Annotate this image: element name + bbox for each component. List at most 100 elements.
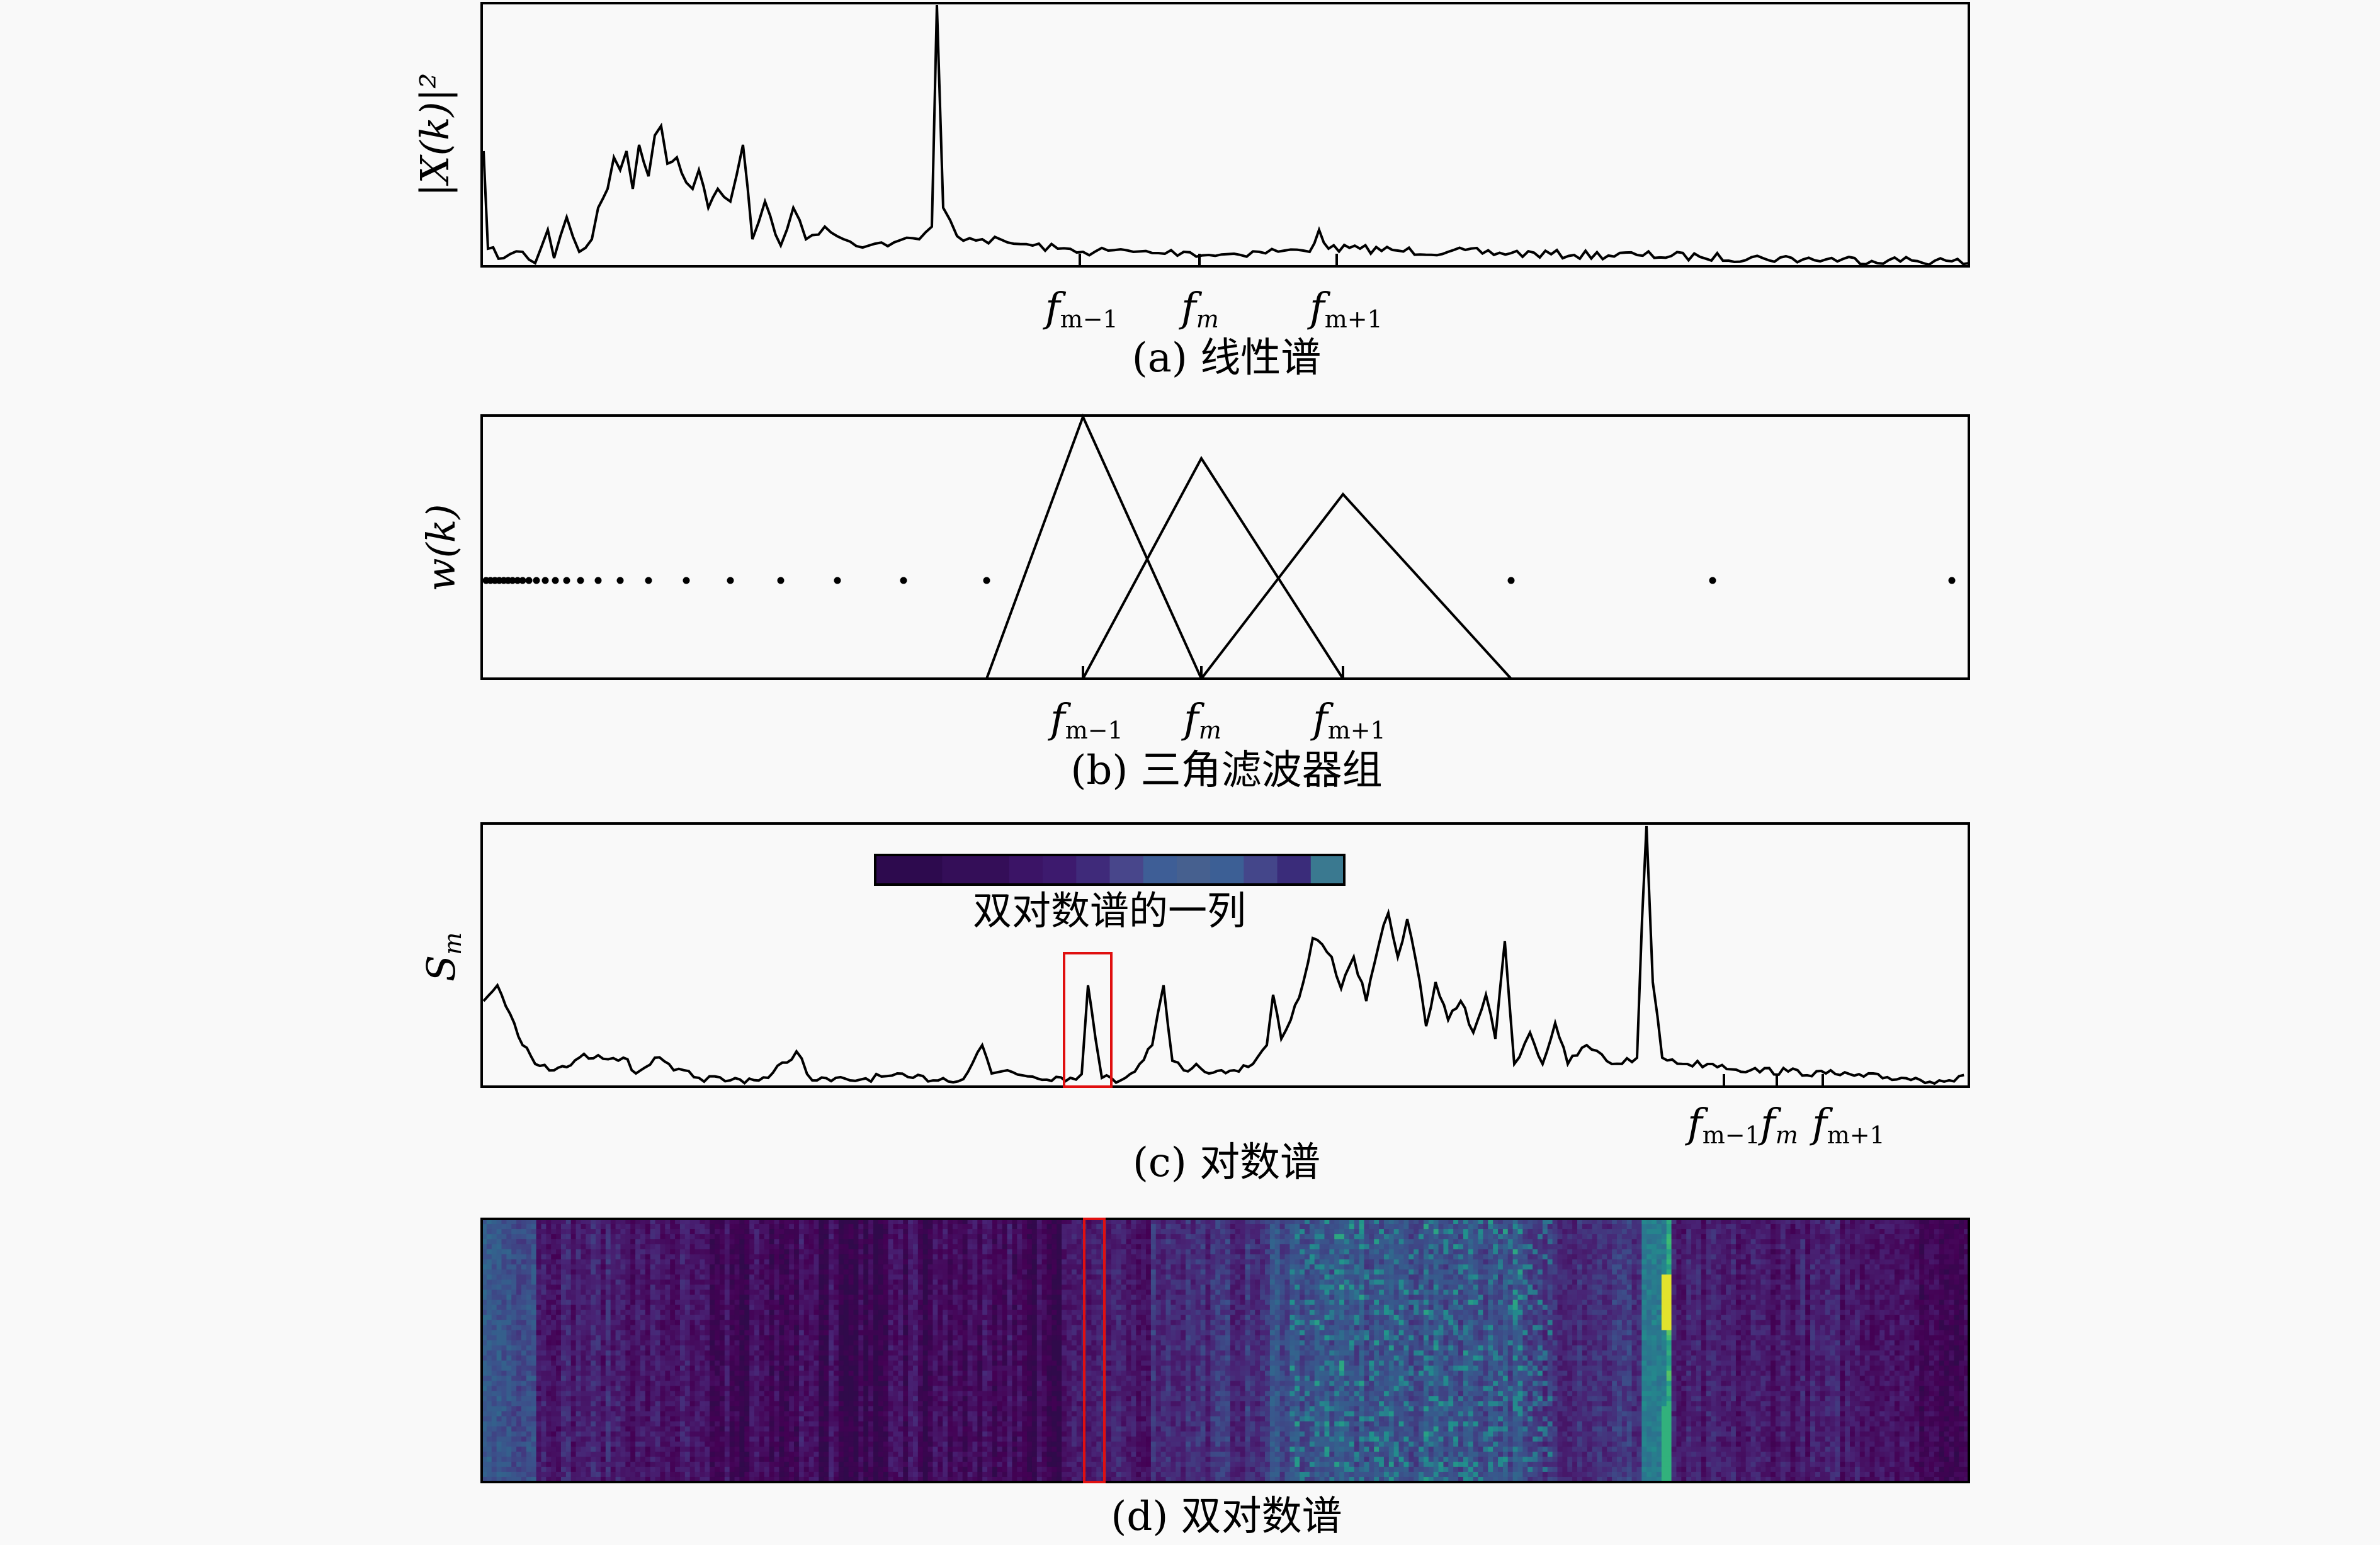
heatmap-cell: [1190, 1254, 1196, 1260]
heatmap-cell: [972, 1294, 978, 1301]
filter-dot: [777, 577, 785, 584]
heatmap-cell: [1533, 1264, 1538, 1270]
heatmap-cell: [829, 1244, 834, 1250]
heatmap-cell: [581, 1294, 586, 1301]
heatmap-cell: [620, 1224, 626, 1230]
heatmap-cell: [749, 1294, 755, 1301]
heatmap-cell: [1538, 1219, 1543, 1225]
heatmap-cell: [1393, 1229, 1400, 1235]
heatmap-cell: [764, 1284, 770, 1291]
heatmap-cell: [1850, 1284, 1856, 1291]
heatmap-cell: [1240, 1284, 1245, 1291]
heatmap-cell: [1210, 1239, 1216, 1245]
heatmap-cell: [898, 1289, 904, 1296]
heatmap-cell: [1864, 1284, 1871, 1291]
heatmap-cell: [1845, 1239, 1850, 1245]
heatmap-cell: [630, 1289, 636, 1296]
heatmap-cell: [868, 1229, 874, 1235]
heatmap-cell: [1572, 1259, 1578, 1265]
heatmap-cell: [1091, 1294, 1097, 1301]
heatmap-cell: [1775, 1264, 1781, 1270]
heatmap-cell: [1165, 1249, 1171, 1255]
heatmap-cell: [565, 1234, 572, 1240]
heatmap-cell: [1820, 1284, 1826, 1291]
panel-a-frame: [480, 2, 1970, 268]
heatmap-cell: [838, 1294, 844, 1301]
heatmap-cell: [962, 1289, 968, 1296]
heatmap-cell: [769, 1294, 775, 1301]
heatmap-cell: [1498, 1254, 1504, 1260]
heatmap-cell: [1279, 1244, 1285, 1250]
heatmap-cell: [501, 1274, 507, 1280]
heatmap-cell: [917, 1274, 924, 1280]
heatmap-cell: [1507, 1259, 1514, 1265]
heatmap-cell: [1676, 1249, 1682, 1255]
heatmap-cell: [1850, 1254, 1856, 1260]
heatmap-cell: [506, 1229, 512, 1235]
heatmap-cell: [1388, 1234, 1395, 1240]
heatmap-cell: [962, 1259, 968, 1265]
heatmap-cell: [883, 1254, 889, 1260]
heatmap-cell: [1468, 1294, 1474, 1301]
heatmap-cell: [1507, 1234, 1514, 1240]
heatmap-cell: [1830, 1239, 1835, 1245]
heatmap-cell: [1914, 1259, 1920, 1265]
heatmap-cell: [1894, 1254, 1900, 1260]
heatmap-cell: [1220, 1269, 1226, 1275]
heatmap-cell: [1176, 1244, 1181, 1250]
heatmap-cell: [808, 1274, 815, 1280]
heatmap-cell: [1304, 1239, 1310, 1245]
heatmap-cell: [1934, 1219, 1940, 1225]
heatmap-cell: [1165, 1219, 1171, 1225]
heatmap-cell: [838, 1269, 844, 1275]
heatmap-cell: [724, 1224, 730, 1230]
heatmap-cell: [888, 1264, 893, 1270]
heatmap-cell: [1443, 1289, 1449, 1296]
heatmap-cell: [1483, 1234, 1488, 1240]
heatmap-cell: [1255, 1244, 1261, 1250]
heatmap-cell: [511, 1284, 517, 1291]
heatmap-cell: [1785, 1294, 1791, 1301]
heatmap-cell: [1562, 1229, 1568, 1235]
heatmap-cell: [1379, 1264, 1385, 1270]
heatmap-cell: [491, 1299, 497, 1306]
heatmap-cell: [779, 1284, 785, 1291]
heatmap-cell: [640, 1284, 646, 1291]
heatmap-cell: [1091, 1224, 1097, 1230]
heatmap-cell: [1840, 1244, 1845, 1250]
heatmap-cell: [1869, 1284, 1875, 1291]
heatmap-cell: [1012, 1264, 1017, 1270]
heatmap-cell: [1735, 1249, 1742, 1255]
heatmap-cell: [903, 1234, 909, 1240]
heatmap-cell: [1671, 1244, 1677, 1250]
heatmap-cell: [1433, 1239, 1439, 1245]
heatmap-cell: [1686, 1219, 1692, 1225]
heatmap-cell: [1220, 1244, 1226, 1250]
heatmap-cell: [1845, 1254, 1850, 1260]
heatmap-cell: [1944, 1244, 1949, 1250]
heatmap-cell: [1780, 1269, 1786, 1275]
heatmap-cell: [1686, 1244, 1692, 1250]
heatmap-cell: [1334, 1254, 1340, 1260]
heatmap-cell: [1289, 1234, 1295, 1240]
heatmap-cell: [1527, 1294, 1533, 1301]
heatmap-cell: [1235, 1219, 1241, 1225]
heatmap-cell: [620, 1289, 626, 1296]
heatmap-cell: [679, 1229, 686, 1235]
heatmap-cell: [1542, 1229, 1548, 1235]
heatmap-cell: [516, 1254, 522, 1260]
heatmap-cell: [1195, 1249, 1201, 1255]
heatmap-cell: [1884, 1224, 1890, 1230]
heatmap-cell: [1240, 1224, 1245, 1230]
heatmap-cell: [1636, 1279, 1642, 1285]
heatmap-cell: [992, 1229, 998, 1235]
heatmap-cell: [808, 1244, 815, 1250]
heatmap-cell: [511, 1244, 517, 1250]
heatmap-cell: [932, 1224, 938, 1230]
heatmap-cell: [774, 1249, 779, 1255]
heatmap-cell: [997, 1289, 1003, 1296]
heatmap-cell: [1086, 1289, 1092, 1296]
heatmap-cell: [1884, 1289, 1890, 1296]
heatmap-cell: [1547, 1284, 1553, 1291]
heatmap-cell: [1195, 1229, 1201, 1235]
